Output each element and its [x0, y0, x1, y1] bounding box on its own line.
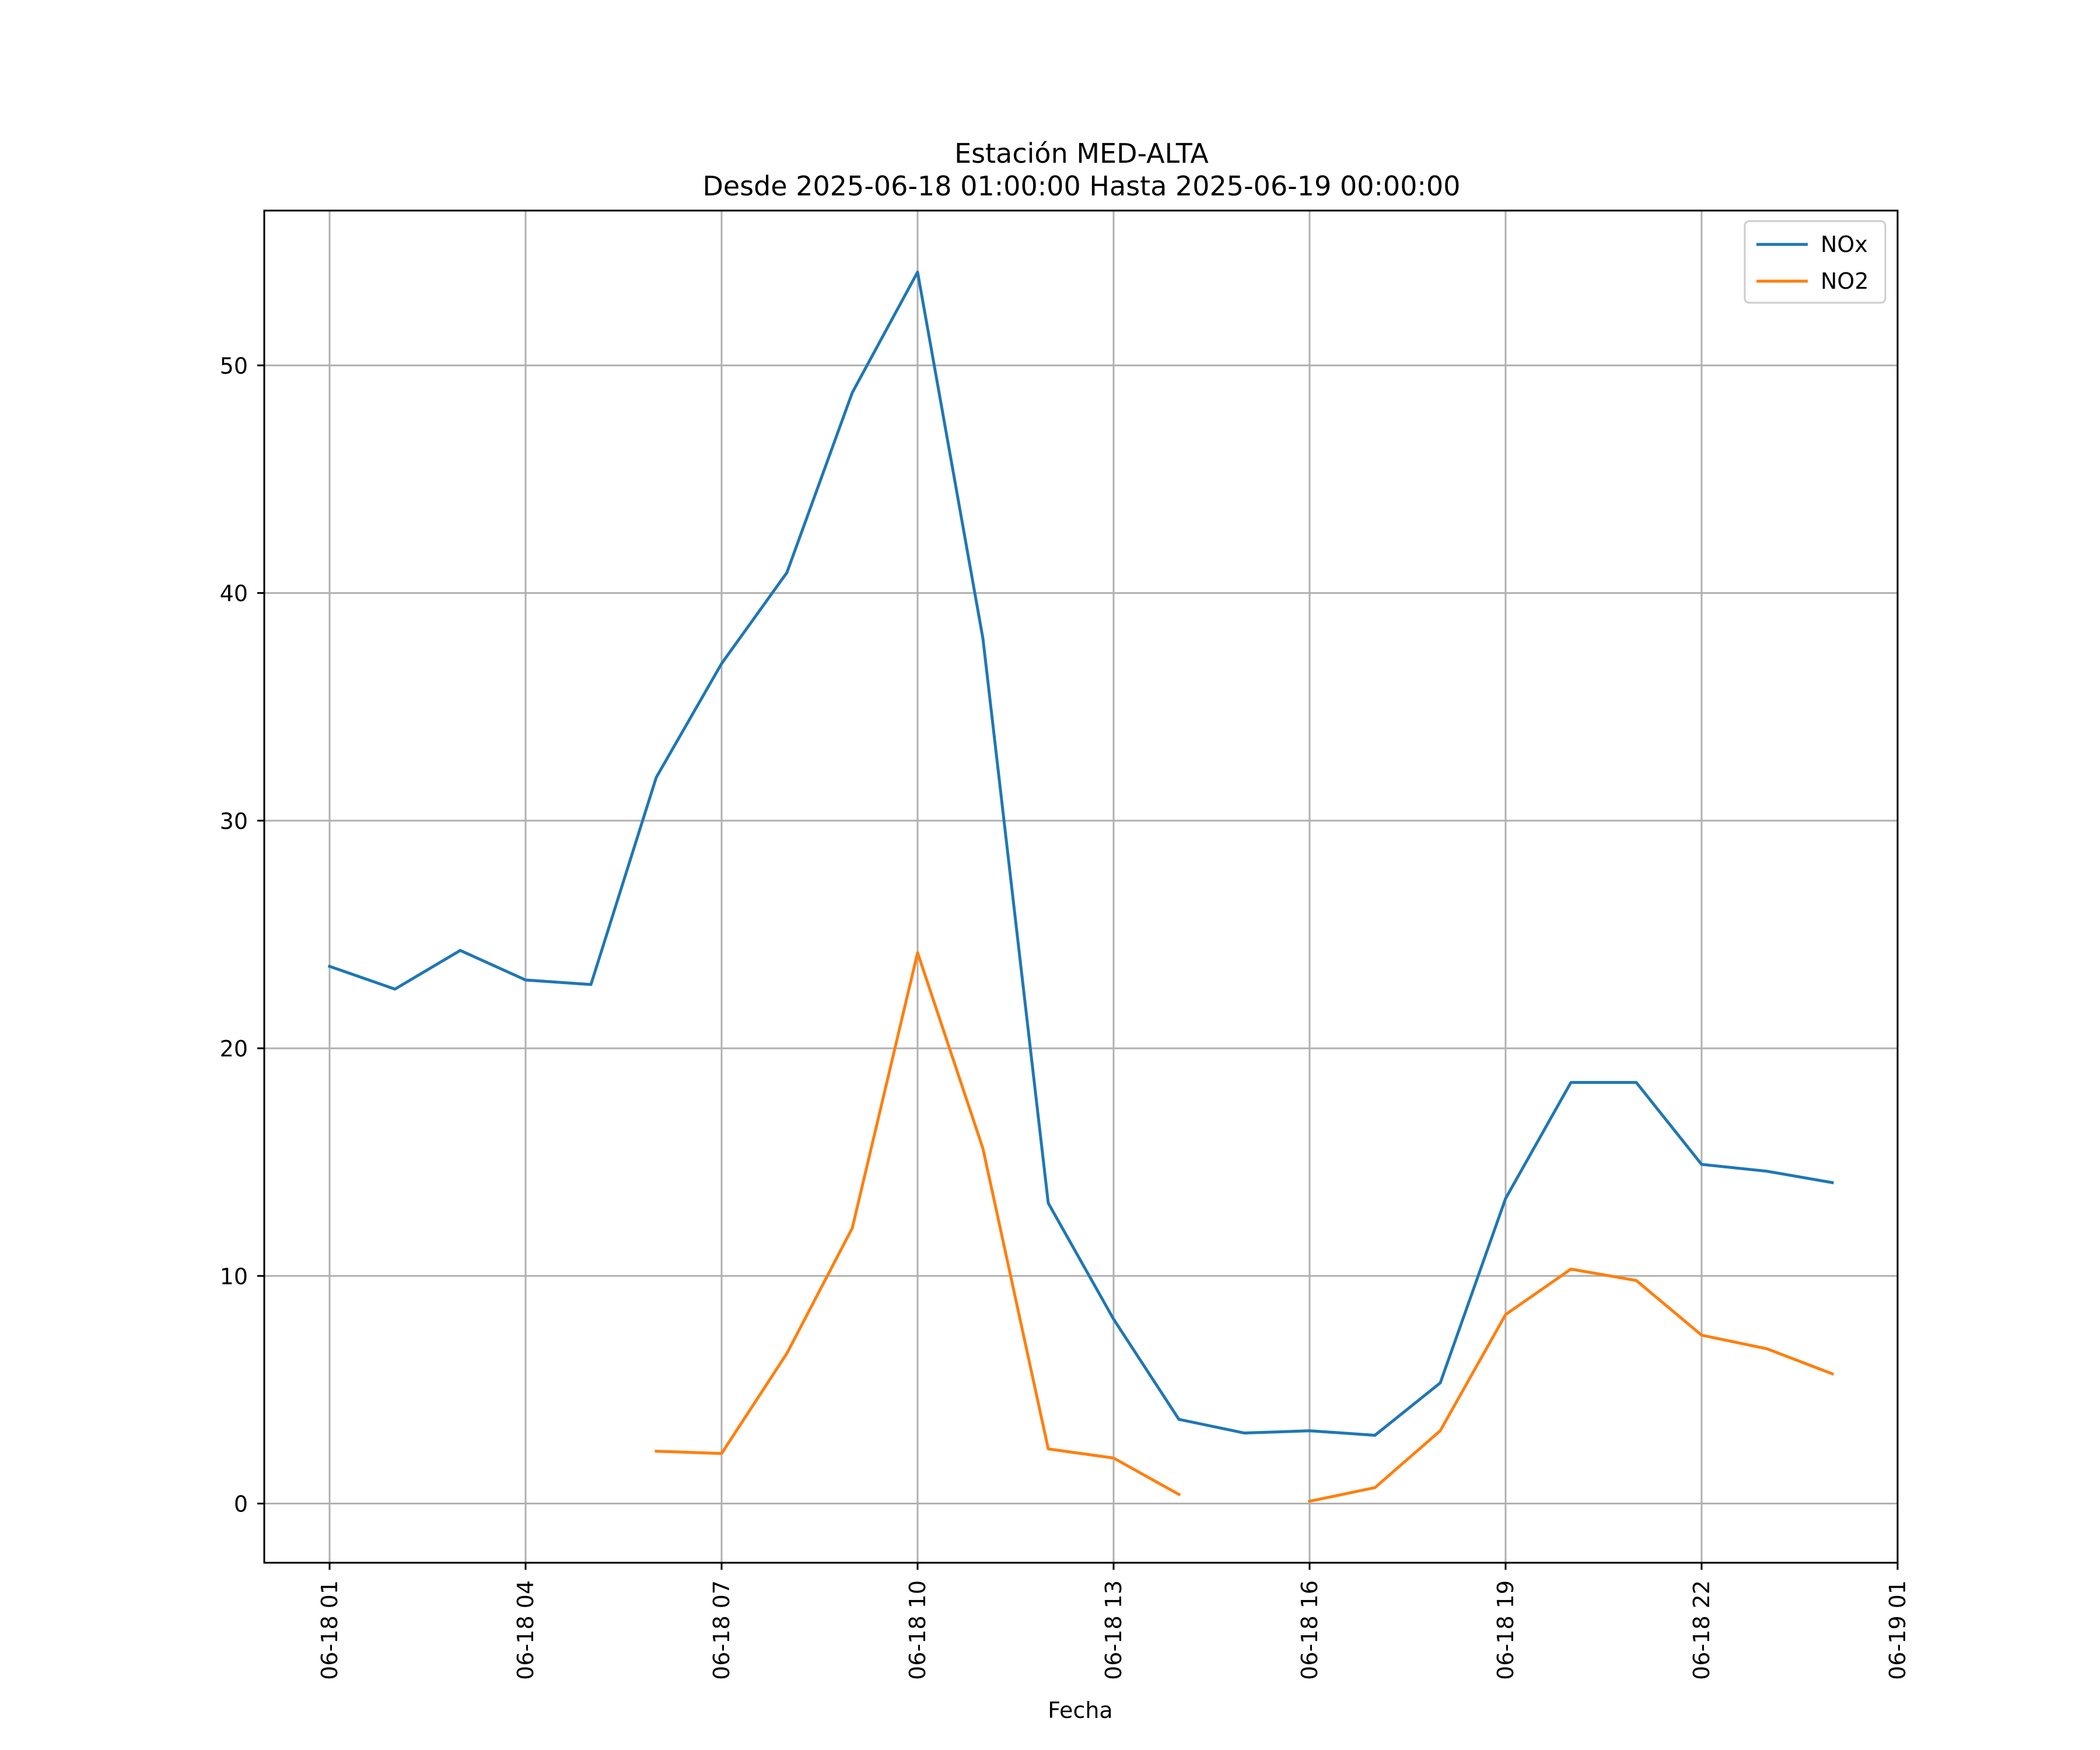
y-tick-label: 10	[220, 1264, 248, 1289]
legend-label-nox: NOx	[1821, 232, 1868, 257]
y-tick-label: 40	[220, 581, 248, 607]
x-axis-label: Fecha	[1048, 1698, 1112, 1723]
legend: NOx NO2	[1744, 220, 1887, 304]
x-tick-label: 06-18 13	[1101, 1580, 1126, 1680]
x-tick-label: 06-18 19	[1493, 1580, 1518, 1680]
chart-subtitle: Desde 2025-06-18 01:00:00 Hasta 2025-06-…	[702, 170, 1460, 202]
series-line-no2	[654, 951, 1181, 1497]
legend-label-no2: NO2	[1821, 268, 1869, 294]
x-tick-label: 06-18 16	[1297, 1580, 1322, 1680]
x-tick-label: 06-18 10	[905, 1580, 930, 1680]
x-tick-label: 06-18 07	[709, 1580, 734, 1680]
series-lines	[327, 270, 1835, 1503]
series-line-nox	[327, 270, 1834, 1437]
series-line-no2	[1308, 1268, 1835, 1503]
x-tick-label: 06-18 22	[1689, 1580, 1714, 1680]
y-tick-label: 0	[234, 1492, 248, 1517]
x-tick-label: 06-18 01	[317, 1580, 342, 1680]
x-tick-label: 06-19 01	[1885, 1580, 1910, 1680]
y-tick-label: 20	[220, 1036, 248, 1062]
y-tick-label: 50	[220, 353, 248, 379]
y-tick-label: 30	[220, 808, 248, 834]
x-tick-label: 06-18 04	[513, 1580, 538, 1680]
chart-title: Estación MED-ALTA	[954, 138, 1209, 169]
x-axis-ticks: 06-18 01 06-18 04 06-18 07 06-18 10 06-18 13…	[317, 1563, 1910, 1680]
y-axis-ticks: 0 10 20 30 40 50	[220, 353, 264, 1517]
plot-frame	[263, 209, 1899, 1564]
